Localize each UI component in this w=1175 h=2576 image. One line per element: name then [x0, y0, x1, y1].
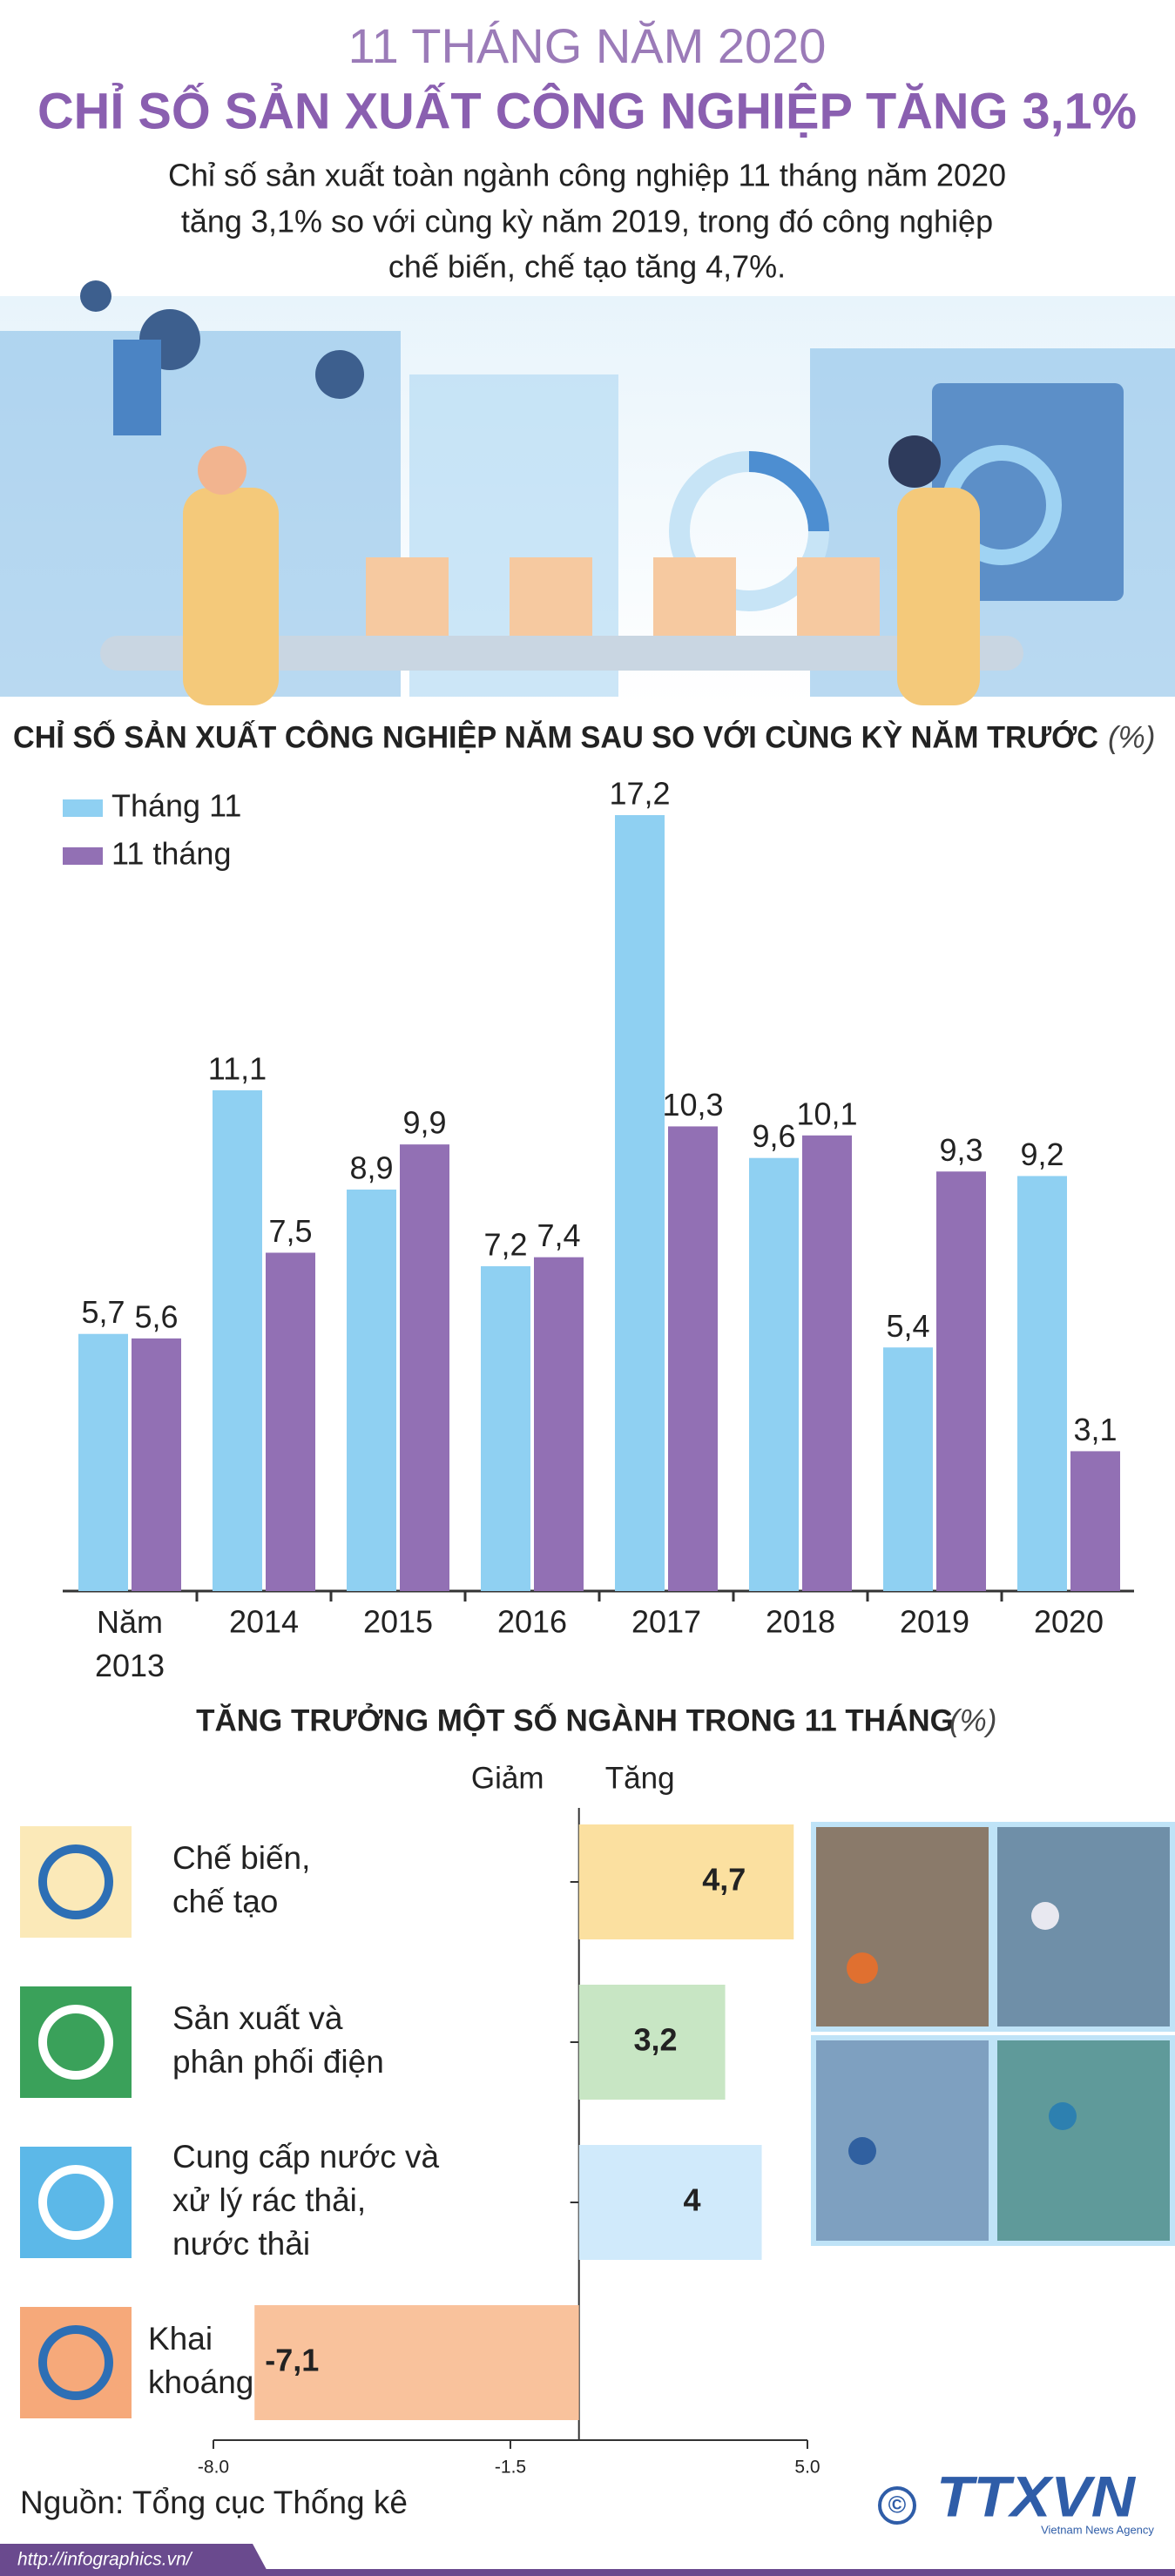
- value-label: 4: [684, 2182, 701, 2218]
- legend-label: 11 tháng: [111, 836, 231, 872]
- copyright: ©: [888, 2491, 907, 2518]
- x-tick-label: 2015: [363, 1604, 433, 1640]
- x-tick-label: 2014: [229, 1604, 299, 1640]
- x-tick-label: -1.5: [495, 2458, 526, 2478]
- value-label: 10,1: [796, 1096, 857, 1131]
- x-tick-label: 2018: [766, 1604, 835, 1640]
- category-icon: [20, 1826, 132, 1938]
- x-tick-label: -8.0: [198, 2458, 229, 2478]
- value-label: 11,1: [208, 1051, 267, 1087]
- x-tick-label: Năm 2013: [95, 1604, 165, 1683]
- value-label: 9,3: [939, 1132, 983, 1168]
- value-label: 10,3: [662, 1087, 723, 1123]
- x-tick-label: 2017: [631, 1604, 701, 1640]
- chart-title: TĂNG TRƯỞNG MỘT SỐ NGÀNH TRONG 11 THÁNG: [196, 1703, 954, 1737]
- agency: Vietnam News Agency: [1041, 2523, 1154, 2536]
- bar: [481, 1266, 530, 1591]
- icon-glyph: [38, 2325, 113, 2400]
- x-tick-label: 2020: [1034, 1604, 1104, 1640]
- value-label: 7,5: [268, 1213, 312, 1249]
- value-label: 17,2: [609, 776, 670, 812]
- chart-unit: (%): [949, 1703, 996, 1737]
- icon-glyph: [38, 1844, 113, 1919]
- category-label: Chế biến, chế tạo: [172, 1840, 310, 1919]
- chart-title: CHỈ SỐ SẢN XUẤT CÔNG NGHIỆP NĂM SAU SO V…: [13, 719, 1098, 754]
- value-label: 9,2: [1020, 1136, 1064, 1172]
- bar: [578, 1985, 726, 2100]
- bar-chart: Tháng 11 11 tháng Năm 2013 5,7 5,6 2014 11,1 7,5…: [63, 776, 1134, 1683]
- value-label: 9,6: [752, 1118, 795, 1154]
- icon-glyph: [38, 2005, 113, 2080]
- value-label: 5,4: [886, 1308, 929, 1344]
- kicker: 11 THÁNG NĂM 2020: [348, 18, 827, 73]
- category-label: Cung cấp nước và xử lý rác thải, nước thải: [172, 2139, 440, 2262]
- x-tick-label: 2019: [900, 1604, 969, 1640]
- bar: [213, 1089, 262, 1591]
- bar: [578, 1824, 794, 1939]
- bar: [400, 1144, 449, 1591]
- value-label: 8,9: [349, 1150, 393, 1185]
- bar: [749, 1157, 799, 1591]
- bar: [347, 1189, 396, 1591]
- legend-swatch: [63, 799, 103, 817]
- bar: [254, 2305, 579, 2420]
- category-icon: [20, 2147, 132, 2258]
- value-label: -7,1: [265, 2343, 319, 2378]
- main-title: CHỈ SỐ SẢN XUẤT CÔNG NGHIỆP TĂNG 3,1%: [37, 83, 1137, 139]
- summary-line: Chỉ số sản xuất toàn ngành công nghiệp 1…: [168, 158, 1006, 193]
- bar: [936, 1171, 986, 1591]
- footer-strip: [0, 2569, 1175, 2576]
- category-icon: [20, 1986, 132, 2098]
- bar: [668, 1126, 718, 1591]
- value-label: 3,1: [1073, 1412, 1117, 1447]
- legend-swatch: [63, 847, 103, 865]
- value-label: 5,6: [134, 1298, 178, 1334]
- bar: [883, 1347, 933, 1591]
- illustration: [0, 280, 1175, 705]
- copyright-ring: [878, 2486, 916, 2525]
- chart-unit: (%): [1108, 720, 1155, 754]
- value-label: 3,2: [634, 2022, 678, 2058]
- value-label: 5,7: [81, 1294, 125, 1330]
- direction-label: Giảm: [471, 1761, 544, 1795]
- category-label: Sản xuất và phân phối điện: [172, 2000, 384, 2080]
- bar: [1017, 1176, 1067, 1591]
- x-tick-label: 2016: [497, 1604, 567, 1640]
- bar: [266, 1252, 315, 1591]
- value-label: 4,7: [702, 1862, 746, 1898]
- bar: [615, 815, 665, 1591]
- summary-line: chế biến, chế tạo tăng 4,7%.: [388, 249, 786, 285]
- bar: [1070, 1451, 1120, 1591]
- legend-label: Tháng 11: [111, 788, 241, 824]
- footer-band: [0, 2544, 270, 2576]
- hbar-chart: Giảm Tăng -8.0 -1.5 5.0 Chế biến, chế tạo 4,7 Sả…: [20, 1761, 820, 2478]
- value-label: 7,2: [483, 1227, 527, 1263]
- value-label: 9,9: [402, 1105, 446, 1141]
- bar: [802, 1135, 852, 1591]
- icon-glyph: [38, 2165, 113, 2240]
- photos: [811, 1822, 1175, 2246]
- category-icon: [20, 2307, 132, 2418]
- category-label: Khai khoáng: [148, 2321, 253, 2400]
- bar: [132, 1338, 181, 1591]
- logo: TTXVN: [936, 2464, 1136, 2528]
- x-tick-label: 5.0: [794, 2458, 820, 2478]
- bar: [578, 2145, 762, 2260]
- summary-line: tăng 3,1% so với cùng kỳ năm 2019, trong…: [181, 204, 993, 239]
- bar: [534, 1257, 584, 1591]
- url: http://infographics.vn/: [17, 2550, 193, 2570]
- source: Nguồn: Tổng cục Thống kê: [20, 2485, 408, 2520]
- value-label: 7,4: [537, 1217, 580, 1253]
- bar: [78, 1333, 128, 1591]
- direction-label: Tăng: [605, 1761, 675, 1795]
